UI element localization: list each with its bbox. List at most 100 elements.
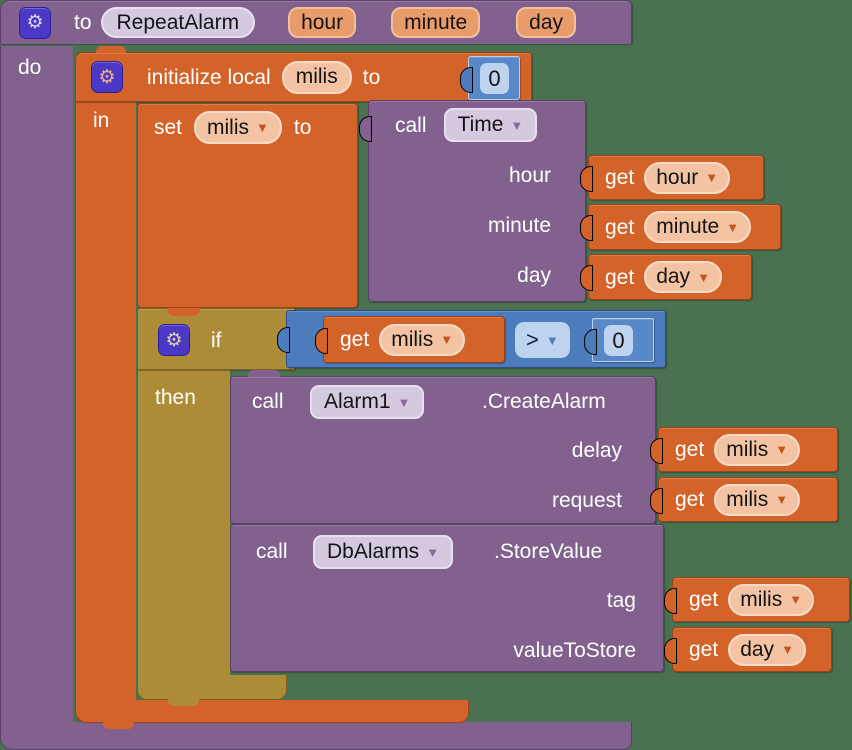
number-field[interactable]: 0 (604, 325, 633, 356)
component-name: Time (457, 113, 504, 136)
call-createalarm-block[interactable]: call Alarm1 ▼ .CreateAlarm delay request (230, 370, 656, 524)
get-label: get (605, 166, 635, 189)
get-block-day[interactable]: get day ▼ (580, 254, 752, 300)
call-label: call (395, 113, 427, 137)
component-dropdown-alarm1[interactable]: Alarm1 ▼ (310, 385, 425, 419)
param-badge-day[interactable]: day (516, 7, 576, 38)
variable-name: hour (656, 165, 699, 189)
mutator-gear-button[interactable]: ⚙ (158, 324, 190, 356)
variable-name: day (740, 637, 775, 661)
dropdown-arrow-icon: ▼ (775, 492, 789, 507)
init-to-label: to (362, 65, 381, 89)
param-badge-hour[interactable]: hour (288, 7, 357, 38)
next-connector-bump (103, 722, 134, 729)
in-label: in (93, 109, 110, 132)
next-connector-bump (168, 699, 199, 706)
get-block-milis-request[interactable]: get milis ▼ (650, 477, 838, 522)
prev-connector-bump (167, 308, 200, 316)
get-variable-dropdown-day[interactable]: day ▼ (644, 261, 722, 293)
if-block-header[interactable]: ⚙ if (137, 308, 295, 370)
get-variable-dropdown-milis[interactable]: milis ▼ (714, 483, 801, 516)
get-label: get (605, 265, 635, 289)
get-block-milis-tag[interactable]: get milis ▼ (664, 577, 850, 622)
variable-name: milis (391, 327, 434, 351)
call-label: call (252, 390, 284, 413)
get-label: get (675, 488, 705, 511)
operator-dropdown[interactable]: > ▼ (515, 322, 570, 358)
component-dropdown-dbalarms[interactable]: DbAlarms ▼ (313, 535, 454, 569)
value-plug-tab (664, 638, 677, 664)
get-variable-dropdown-milis[interactable]: milis ▼ (714, 433, 801, 466)
arg-label-minute: minute (487, 214, 551, 237)
procedure-block-left-spine (0, 46, 73, 722)
dropdown-arrow-icon: ▼ (781, 642, 794, 657)
initialize-block-bottom-bar (75, 700, 469, 729)
get-block-hour[interactable]: get hour ▼ (580, 155, 764, 200)
dropdown-arrow-icon: ▼ (705, 170, 719, 185)
variable-name: milis (726, 437, 769, 461)
get-variable-dropdown-milis[interactable]: milis ▼ (728, 583, 815, 616)
operator-value: > (526, 327, 539, 352)
init-variable-name-field[interactable]: milis (281, 60, 352, 94)
value-plug-tab (315, 328, 328, 354)
value-plug-tab (580, 166, 593, 192)
number-block-zero[interactable]: 0 (460, 56, 520, 100)
call-time-block[interactable]: call Time ▼ hour minute day (359, 100, 586, 302)
get-label: get (689, 638, 719, 661)
get-block-milis-delay[interactable]: get milis ▼ (650, 427, 838, 472)
arg-label-request: request (551, 489, 622, 512)
get-block-milis-condition[interactable]: get milis ▼ (315, 316, 505, 363)
component-name: DbAlarms (327, 540, 420, 563)
component-dropdown-time[interactable]: Time ▼ (443, 108, 538, 142)
dropdown-arrow-icon: ▼ (545, 332, 559, 348)
procedure-name-field[interactable]: RepeatAlarm (100, 7, 256, 38)
gear-icon: ⚙ (165, 329, 183, 351)
get-variable-dropdown-milis[interactable]: milis ▼ (379, 323, 466, 356)
gear-icon: ⚙ (98, 66, 116, 88)
param-badge-minute[interactable]: minute (391, 7, 481, 38)
number-block-zero[interactable]: 0 (584, 318, 654, 362)
value-plug-tab (664, 588, 677, 614)
call-storevalue-block[interactable]: call DbAlarms ▼ .StoreValue tag valueToS… (230, 524, 664, 672)
comparison-block[interactable]: get milis ▼ > ▼ 0 (277, 310, 666, 368)
if-block-left-spine (137, 370, 230, 675)
procedure-block-bottom-bar (0, 722, 632, 750)
dropdown-arrow-icon: ▼ (256, 120, 269, 135)
set-label: set (154, 116, 183, 139)
dropdown-arrow-icon: ▼ (789, 592, 803, 607)
method-label-createalarm: .CreateAlarm (482, 390, 606, 413)
mutator-gear-button[interactable]: ⚙ (91, 61, 123, 93)
initialize-local-block[interactable]: ⚙ initialize local milis to (75, 46, 532, 102)
dropdown-arrow-icon: ▼ (510, 117, 524, 133)
number-field[interactable]: 0 (480, 63, 509, 94)
get-block-day-valuetostore[interactable]: get day ▼ (664, 627, 832, 672)
dropdown-arrow-icon: ▼ (440, 332, 454, 347)
arg-label-tag: tag (606, 589, 636, 612)
value-plug-tab (359, 116, 372, 142)
get-variable-dropdown-hour[interactable]: hour ▼ (644, 161, 731, 194)
arg-label-day: day (517, 264, 551, 287)
get-variable-dropdown-minute[interactable]: minute ▼ (644, 211, 752, 243)
variable-name: milis (740, 587, 783, 611)
get-variable-dropdown-day[interactable]: day ▼ (728, 633, 806, 666)
procedure-to-label: to (74, 11, 92, 34)
set-variable-dropdown[interactable]: milis ▼ (194, 111, 282, 144)
top-connector-bump (248, 370, 280, 377)
arg-label-delay: delay (571, 439, 622, 462)
variable-name: day (656, 265, 691, 288)
set-variable-block[interactable]: set milis ▼ to (137, 103, 358, 308)
then-label: then (155, 386, 196, 409)
dropdown-arrow-icon: ▼ (397, 394, 411, 410)
call-label: call (256, 540, 288, 563)
get-label: get (675, 438, 705, 461)
value-plug-tab (277, 327, 290, 353)
arg-label-hour: hour (508, 164, 551, 187)
initialize-block-left-spine (75, 102, 136, 700)
get-label: get (340, 328, 370, 351)
procedure-block-header[interactable]: ⚙ to RepeatAlarm hour minute day (0, 0, 632, 44)
get-block-minute[interactable]: get minute ▼ (580, 204, 781, 250)
dropdown-arrow-icon: ▼ (775, 442, 789, 457)
mutator-gear-button[interactable]: ⚙ (19, 6, 51, 39)
value-plug-tab (580, 215, 593, 241)
